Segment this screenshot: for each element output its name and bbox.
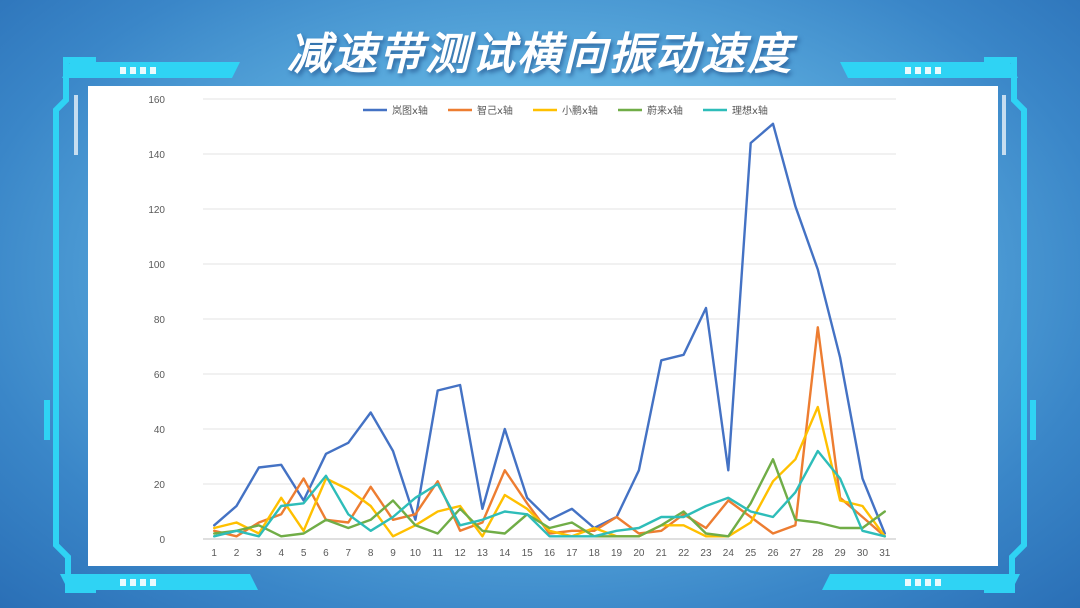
frame-left-inner-accent: [74, 95, 78, 155]
legend-label: 智己x轴: [477, 104, 513, 117]
x-tick-label: 17: [566, 548, 578, 559]
x-tick-label: 8: [368, 548, 374, 559]
series-line: [212, 449, 886, 538]
x-tick-label: 27: [790, 548, 802, 559]
x-tick-label: 12: [455, 548, 467, 559]
x-tick-label: 30: [857, 548, 869, 559]
x-tick-label: 5: [301, 548, 307, 559]
y-tick-label: 160: [148, 95, 165, 106]
legend-label: 蔚来x轴: [647, 104, 683, 117]
x-tick-label: 16: [544, 548, 556, 559]
frame-stripes: [120, 67, 941, 586]
frame-right-accent: [1030, 400, 1036, 440]
x-tick-label: 23: [700, 548, 712, 559]
x-tick-label: 15: [522, 548, 534, 559]
frame-bottom-left-bar: [60, 574, 258, 590]
legend-label: 小鹏x轴: [562, 104, 598, 117]
legend-label: 理想x轴: [732, 104, 768, 117]
y-tick-label: 60: [154, 370, 166, 381]
legend-label: 岚图x轴: [392, 104, 428, 117]
series-line: [212, 458, 886, 538]
y-tick-label: 0: [159, 535, 165, 546]
x-tick-label: 24: [723, 548, 735, 559]
frame-left-accent: [44, 400, 50, 440]
x-tick-label: 25: [745, 548, 757, 559]
x-tick-label: 20: [633, 548, 645, 559]
x-tick-label: 6: [323, 548, 329, 559]
y-tick-label: 100: [148, 260, 165, 271]
x-tick-label: 21: [656, 548, 668, 559]
y-tick-label: 40: [154, 425, 166, 436]
x-tick-label: 28: [812, 548, 824, 559]
x-tick-label: 1: [211, 548, 217, 559]
chart-panel: 0 20 40 60 80 100 120 140 160 1 2 3 4 5 6 7 8 9 10 11 12 13 14…: [88, 86, 998, 566]
x-tick-label: 22: [678, 548, 690, 559]
x-tick-label: 3: [256, 548, 262, 559]
x-tick-label: 4: [278, 548, 284, 559]
x-tick-label: 9: [390, 548, 396, 559]
page-title: 减速带测试横向振动速度: [287, 29, 793, 80]
x-tick-label: 26: [767, 548, 779, 559]
x-tick-label: 7: [346, 548, 352, 559]
x-tick-label: 18: [589, 548, 601, 559]
y-tick-label: 120: [148, 205, 165, 216]
y-tick-label: 140: [148, 150, 165, 161]
x-tick-label: 2: [234, 548, 240, 559]
series-line: [212, 122, 886, 535]
frame-right-inner-accent: [1002, 95, 1006, 155]
x-tick-label: 14: [499, 548, 511, 559]
x-tick-label: 10: [410, 548, 422, 559]
x-tick-label: 19: [611, 548, 623, 559]
y-tick-label: 20: [154, 480, 166, 491]
series-line: [212, 405, 886, 538]
x-tick-label: 11: [433, 548, 444, 559]
x-tick-label: 13: [477, 548, 489, 559]
x-tick-label: 29: [835, 548, 847, 559]
y-tick-label: 80: [154, 315, 166, 326]
x-tick-label: 31: [879, 548, 891, 559]
